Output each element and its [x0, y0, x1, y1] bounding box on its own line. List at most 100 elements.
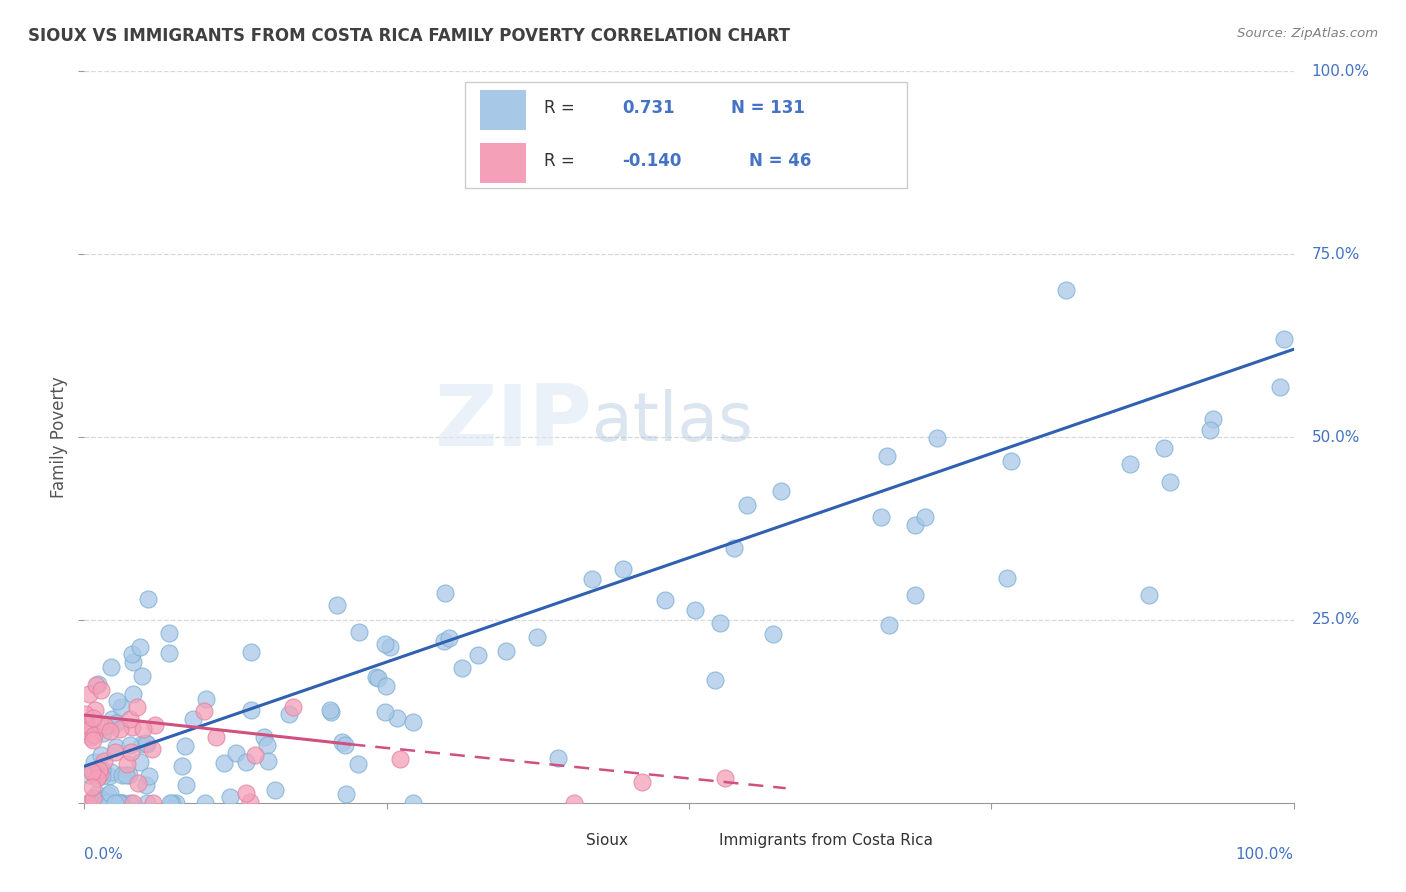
- Text: 100.0%: 100.0%: [1236, 847, 1294, 862]
- Point: [347, 756, 370, 771]
- Point: [108, 796, 131, 810]
- Point: [367, 671, 389, 685]
- Point: [121, 655, 143, 669]
- Point: [735, 498, 758, 512]
- Point: [253, 731, 276, 745]
- Point: [562, 796, 585, 810]
- Point: [82, 791, 104, 805]
- Point: [129, 755, 152, 769]
- Point: [433, 633, 456, 648]
- Point: [995, 571, 1018, 585]
- Point: [135, 736, 157, 750]
- Point: [439, 631, 461, 645]
- Point: [683, 603, 706, 617]
- Point: [243, 747, 266, 762]
- Point: [108, 723, 131, 737]
- Point: [122, 687, 145, 701]
- Point: [86, 771, 108, 785]
- Point: [115, 756, 138, 771]
- Point: [76, 717, 98, 731]
- Point: [90, 796, 112, 810]
- Point: [138, 769, 160, 783]
- Point: [375, 679, 398, 693]
- Point: [870, 510, 893, 524]
- Point: [75, 717, 97, 731]
- Point: [122, 796, 145, 810]
- Text: 0.0%: 0.0%: [84, 847, 124, 862]
- Point: [1199, 423, 1222, 437]
- Point: [174, 739, 197, 753]
- Point: [581, 572, 603, 586]
- Point: [433, 586, 456, 600]
- Point: [612, 562, 634, 576]
- Point: [94, 796, 117, 810]
- Point: [135, 778, 157, 792]
- Point: [105, 716, 128, 731]
- Point: [73, 707, 96, 722]
- Point: [121, 647, 143, 661]
- Point: [160, 796, 183, 810]
- Text: atlas: atlas: [592, 390, 754, 456]
- Point: [904, 588, 927, 602]
- Point: [79, 796, 101, 810]
- Point: [547, 751, 569, 765]
- Point: [118, 796, 141, 810]
- Point: [80, 764, 103, 779]
- Point: [194, 691, 217, 706]
- Point: [87, 764, 110, 778]
- Point: [654, 593, 676, 607]
- Point: [212, 756, 235, 770]
- Point: [73, 723, 96, 737]
- Point: [1000, 454, 1022, 468]
- Point: [86, 796, 108, 810]
- Point: [256, 738, 278, 752]
- Point: [174, 778, 197, 792]
- Point: [347, 624, 370, 639]
- Point: [709, 615, 731, 630]
- Text: N = 131: N = 131: [731, 99, 806, 118]
- Point: [193, 704, 215, 718]
- Point: [83, 728, 105, 742]
- Point: [100, 786, 122, 800]
- Point: [104, 745, 127, 759]
- Point: [1202, 411, 1225, 425]
- Point: [194, 796, 217, 810]
- Point: [335, 738, 357, 752]
- Point: [84, 678, 107, 692]
- Point: [1119, 457, 1142, 471]
- Point: [387, 711, 409, 725]
- Point: [82, 732, 104, 747]
- Point: [278, 706, 301, 721]
- Point: [264, 782, 287, 797]
- Point: [86, 787, 108, 801]
- Point: [132, 722, 155, 736]
- Point: [204, 730, 226, 744]
- Point: [105, 739, 128, 754]
- Point: [127, 776, 149, 790]
- Point: [374, 705, 396, 719]
- Point: [319, 705, 342, 719]
- Point: [256, 754, 278, 768]
- Point: [219, 790, 242, 805]
- Point: [127, 700, 149, 714]
- Point: [91, 726, 114, 740]
- Point: [876, 450, 898, 464]
- Point: [389, 752, 412, 766]
- Point: [108, 796, 131, 810]
- Point: [157, 646, 180, 660]
- Text: 50.0%: 50.0%: [1312, 430, 1360, 444]
- Point: [104, 796, 127, 810]
- Point: [91, 792, 114, 806]
- Point: [77, 796, 100, 810]
- Point: [450, 661, 472, 675]
- Text: R =: R =: [544, 153, 575, 170]
- Point: [142, 796, 165, 810]
- Point: [1159, 475, 1181, 490]
- Point: [83, 767, 105, 781]
- Text: Sioux: Sioux: [586, 832, 628, 847]
- Point: [467, 648, 489, 662]
- Point: [319, 703, 342, 717]
- Point: [93, 796, 115, 810]
- Point: [364, 670, 387, 684]
- Text: ZIP: ZIP: [434, 381, 592, 464]
